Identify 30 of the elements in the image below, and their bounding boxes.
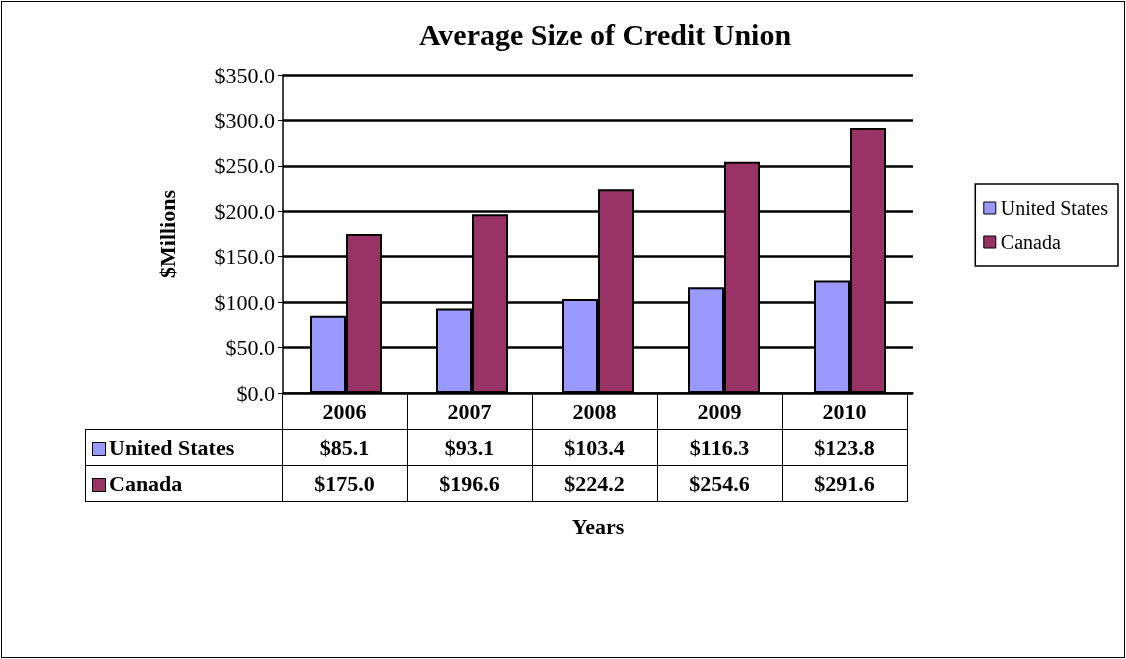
data-label: $116.3: [657, 429, 782, 466]
legend-label: Canada: [1000, 231, 1061, 253]
x-tick-label: 2007: [407, 393, 532, 430]
text: United States: [1000, 197, 1109, 219]
data-label: $196.6: [407, 465, 532, 502]
y-axis-title: $Millions: [154, 189, 180, 279]
y-tick-label: $300.0: [214, 107, 275, 133]
y-tick-label: $50.0: [225, 335, 275, 361]
x-tick-label: 2008: [532, 393, 657, 430]
x-tick-label: 2009: [657, 393, 782, 430]
data-label: $103.4: [532, 429, 657, 466]
chart-title: Average Size of Credit Union: [418, 17, 792, 51]
y-tick-label: $150.0: [214, 244, 275, 270]
y-tick-label: $0.0: [236, 380, 275, 406]
data-label: $93.1: [407, 429, 532, 466]
y-tick-label: $200.0: [214, 198, 275, 224]
y-tick-label: $250.0: [214, 153, 275, 179]
x-tick-label: 2006: [282, 393, 407, 430]
data-label: $291.6: [782, 465, 907, 502]
x-tick-label: 2010: [782, 393, 907, 430]
data-label: $254.6: [657, 465, 782, 502]
y-tick-label: $350.0: [214, 62, 275, 88]
x-axis-title: Years: [571, 513, 625, 539]
text: Canada: [109, 470, 183, 496]
data-label: $123.8: [782, 429, 907, 466]
y-tick-label: $100.0: [214, 289, 275, 315]
data-label: $224.2: [532, 465, 657, 502]
data-label: $175.0: [282, 465, 407, 502]
data-label: $85.1: [282, 429, 407, 466]
legend-label: United States: [85, 429, 282, 466]
